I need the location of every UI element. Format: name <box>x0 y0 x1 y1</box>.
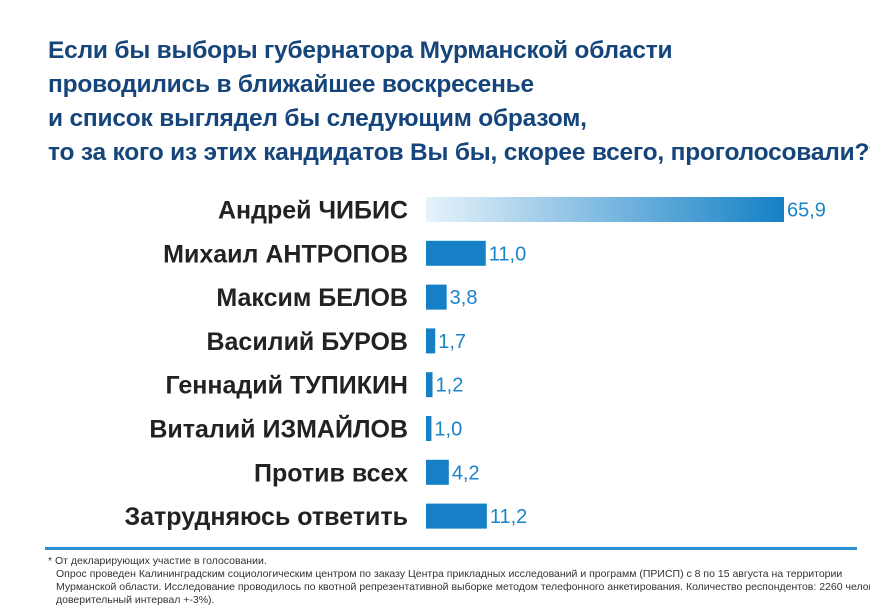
bar-chart: Андрей ЧИБИС 65,9 Михаил АНТРОПОВ 11,0 Макси… <box>124 197 826 531</box>
value-label: 65,9 <box>787 200 826 222</box>
category-label: Максим БЕЛОВ <box>216 284 408 312</box>
category-label: Андрей ЧИБИС <box>218 197 408 225</box>
bar <box>426 416 432 441</box>
footer-divider <box>45 547 857 550</box>
bar <box>426 503 487 529</box>
category-label: Михаил АНТРОПОВ <box>163 240 408 268</box>
footnote-asterisk: * От декларирующих участие в голосовании… <box>48 555 267 567</box>
chart-title: Если бы выборы губернатора Мурманской об… <box>48 34 870 170</box>
footnote: * От декларирующих участие в голосовании… <box>48 555 870 607</box>
value-label: 11,0 <box>489 243 526 265</box>
title-line-1: Если бы выборы губернатора Мурманской об… <box>48 37 673 64</box>
value-label: 4,2 <box>452 462 480 484</box>
category-label: Геннадий ТУПИКИН <box>165 372 408 400</box>
bar <box>426 459 449 485</box>
category-label: Против всех <box>254 459 408 487</box>
value-label: 11,2 <box>490 506 527 528</box>
category-label: Затрудняюсь ответить <box>124 503 408 530</box>
value-label: 1,0 <box>434 419 462 441</box>
title-line-4: то за кого из этих кандидатов Вы бы, ско… <box>48 139 870 166</box>
value-label: 1,2 <box>436 375 464 397</box>
title-line-2: проводились в ближайшее воскресенье <box>48 71 534 98</box>
category-label: Василий БУРОВ <box>206 328 408 356</box>
value-label: 1,7 <box>438 331 466 353</box>
footnote-line-1: Опрос проведен Калининградским социологи… <box>56 568 843 580</box>
footnote-line-3: доверительный интервал +-3%). <box>56 594 215 606</box>
bar <box>426 284 447 310</box>
category-label: Виталий ИЗМАЙЛОВ <box>149 414 408 444</box>
bar <box>426 197 784 222</box>
bar <box>426 372 433 398</box>
bar <box>426 328 436 354</box>
value-label: 3,8 <box>450 287 478 309</box>
footnote-line-2: Мурманской области. Исследование проводи… <box>56 581 870 593</box>
title-line-3: и список выглядел бы следующим образом, <box>48 105 587 132</box>
bar <box>426 240 486 266</box>
